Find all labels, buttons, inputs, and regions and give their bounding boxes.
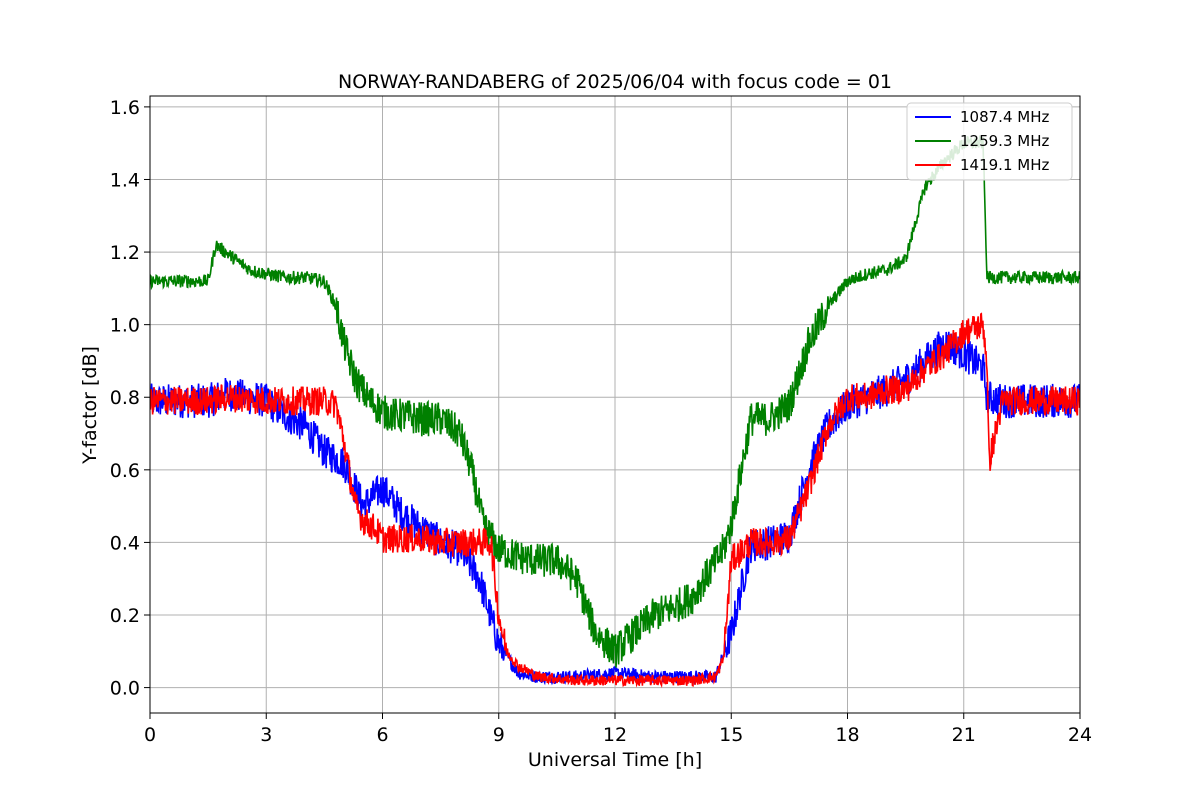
y-tick-label: 1.4 (110, 169, 140, 191)
x-tick-label: 3 (260, 724, 272, 746)
chart-title: NORWAY-RANDABERG of 2025/06/04 with focu… (338, 71, 892, 93)
x-axis-label: Universal Time [h] (528, 749, 702, 771)
x-tick-label: 9 (493, 724, 505, 746)
x-tick-label: 0 (144, 724, 156, 746)
x-tick-label: 15 (719, 724, 743, 746)
legend-entry: 1259.3 MHz (960, 132, 1049, 150)
legend-box (906, 102, 1073, 181)
x-tick-label: 24 (1068, 724, 1092, 746)
series-line-2 (150, 134, 1080, 668)
y-tick-label: 0.4 (110, 532, 140, 554)
y-tick-label: 1.6 (110, 97, 140, 119)
y-tick-label: 1.0 (110, 315, 140, 337)
x-tick-label: 21 (952, 724, 976, 746)
series-line-3 (150, 312, 1080, 688)
x-tick-label: 18 (835, 724, 859, 746)
ticks: 0 3 6 9 12 15 18 21 24 0.0 0.2 0.4 0.6 0.8 1.0 1.2 1.4 1.… (110, 97, 1092, 746)
y-tick-label: 0.2 (110, 605, 140, 627)
y-axis-label: Y-factor [dB] (79, 346, 101, 465)
legend: 1087.4 MHz 1259.3 MHz 1419.1 MHz (906, 102, 1073, 181)
y-tick-label: 0.0 (110, 678, 140, 700)
series-layer (150, 134, 1080, 688)
y-tick-label: 0.8 (110, 387, 140, 409)
legend-entry: 1419.1 MHz (960, 156, 1049, 174)
x-tick-label: 6 (376, 724, 388, 746)
y-tick-label: 0.6 (110, 460, 140, 482)
legend-entry: 1087.4 MHz (960, 108, 1049, 126)
y-tick-label: 1.2 (110, 242, 140, 264)
x-tick-label: 12 (603, 724, 627, 746)
